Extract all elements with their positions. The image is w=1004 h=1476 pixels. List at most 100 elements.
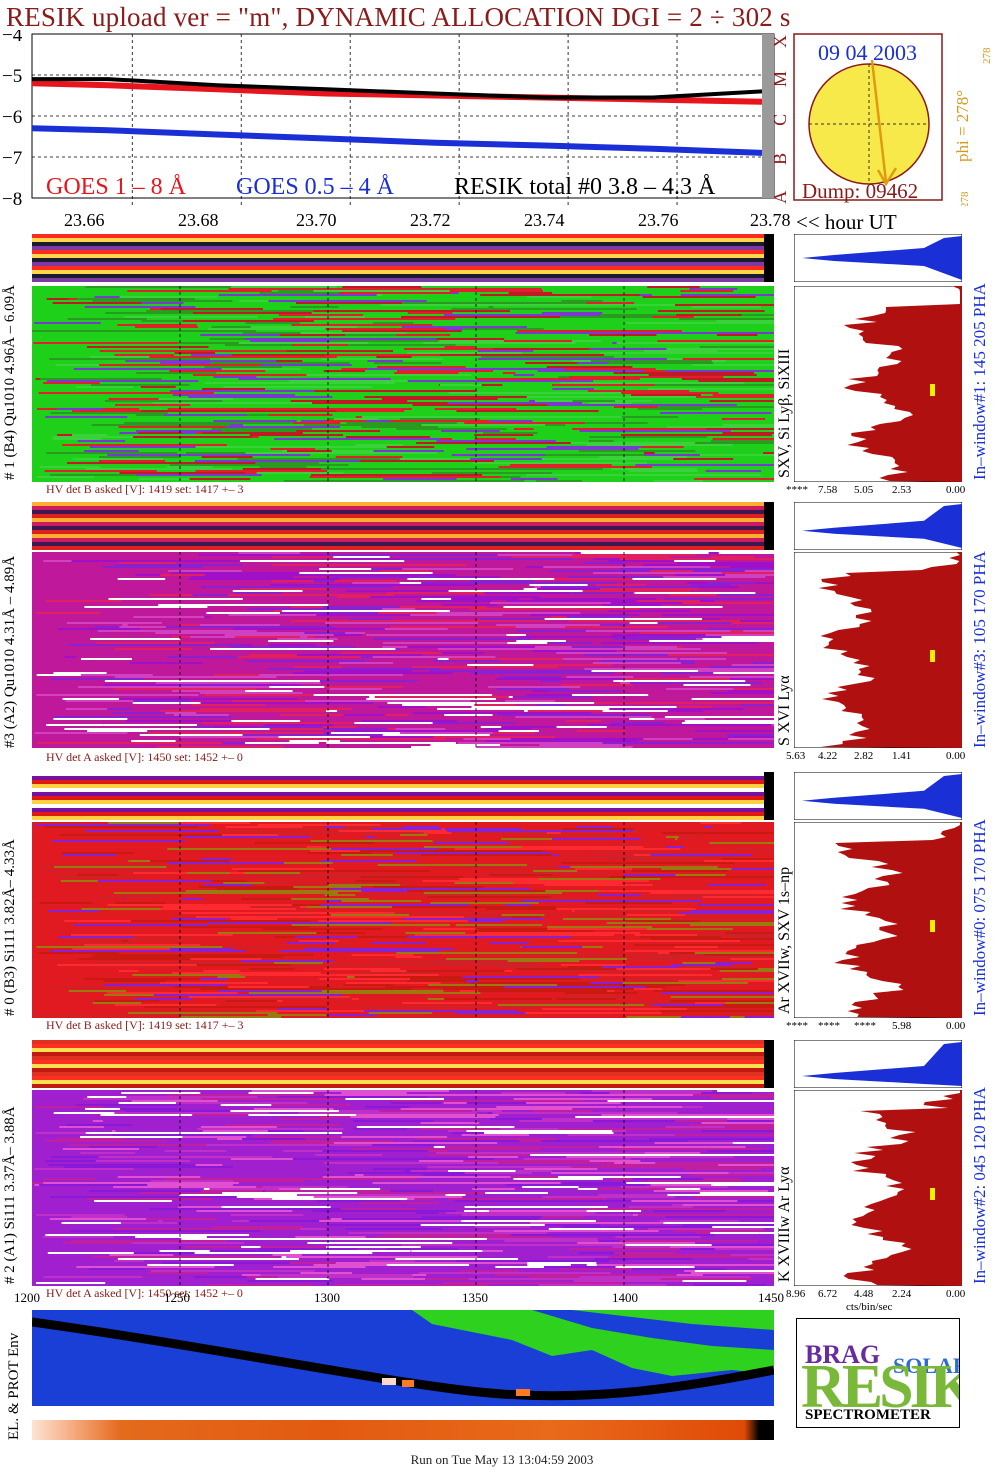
spectrum-tick: 5.63 <box>786 750 806 762</box>
hv-status: HV det A asked [V]: 1450 set: 1452 +– 0 <box>46 750 243 764</box>
sun-position-panel: 09 04 2003 Dump: 09462 phi = 278° 278 27… <box>793 33 993 206</box>
pha-window-label: In–window#3: 105 170 PHA <box>970 551 989 748</box>
logo-word-brag: BRAG <box>805 1340 880 1369</box>
spectrum-profile <box>794 286 962 482</box>
spectrum-profile <box>794 822 962 1018</box>
orbit-tick: 1250 <box>164 1290 190 1305</box>
goes-lightcurve-chart: −4 −5 −6 −7 −8 X M C B A GOES 1 – 8 Å GOES 0.5 –… <box>2 30 790 206</box>
channel-spectrogram-1 <box>32 552 774 748</box>
spectrum-tick: 5.05 <box>854 484 874 496</box>
phi-label: phi = 278° <box>953 90 972 162</box>
orbit-axis: 1200 1250 1300 1350 1400 1450 <box>0 1290 800 1308</box>
goes-series-group <box>31 77 763 156</box>
spectrum-tick: 0.00 <box>946 484 966 496</box>
environment-intensity-bar <box>32 1420 774 1440</box>
orbit-tick: 1450 <box>758 1290 784 1305</box>
channel-label: # 2 (A1) Si111 3.37Å– 3.88Å <box>2 1106 18 1284</box>
time-tick: 23.68 <box>178 210 219 230</box>
spectrum-tick: 7.58 <box>818 484 838 496</box>
time-tick: 23.66 <box>64 210 105 230</box>
spectrum-tick: **** <box>818 1020 840 1032</box>
goes-y-tick: −6 <box>2 107 22 128</box>
spectrum-tick: **** <box>854 1020 876 1032</box>
pha-histogram <box>794 234 962 282</box>
logo-letters: RESIK <box>801 1353 959 1421</box>
channel-strip-2 <box>32 772 774 820</box>
page-title: RESIK upload ver = "m", DYNAMIC ALLOCATI… <box>6 2 791 32</box>
time-tick: 23.70 <box>296 210 337 230</box>
channel-strip-3 <box>32 1040 774 1088</box>
spectrum-tick: 2.82 <box>854 750 874 762</box>
hv-status: HV det A asked [V]: 1450 set: 1452 +– 0 <box>46 1286 243 1300</box>
sun-date: 09 04 2003 <box>818 40 917 65</box>
orbit-tick: 1400 <box>612 1290 638 1305</box>
env-label: EL. & PROT Env <box>6 1332 22 1440</box>
channel-label: # 0 (B3) Si111 3.82Å– 4.33Å <box>2 839 18 1016</box>
line-id-label: SXV, Si Lyβ, SiXIII <box>776 348 793 478</box>
goes-class-letter: A <box>770 191 790 204</box>
line-id-label: S XVI Lyα <box>776 675 793 746</box>
phi-small-top: 278 <box>981 47 993 64</box>
spectrum-profile <box>794 1090 962 1286</box>
line-id-label: Ar XVIIw, SXV 1s–np <box>776 866 793 1014</box>
goes-series-line-1 <box>31 125 763 156</box>
goes-y-tick: −8 <box>2 189 22 206</box>
hv-status: HV det B asked [V]: 1419 set: 1417 +– 3 <box>46 482 244 496</box>
goes-class-letter: C <box>770 114 790 126</box>
time-tick: 23.76 <box>638 210 679 230</box>
spectrum-tick: 8.96 <box>786 1288 806 1300</box>
orbit-tick: 1350 <box>462 1290 488 1305</box>
goes-grid <box>32 34 762 206</box>
pha-histogram <box>794 1040 962 1088</box>
spectrum-tick: **** <box>786 1020 808 1032</box>
goes-y-tick: −4 <box>2 30 23 46</box>
channel-spectrogram-3 <box>32 1090 774 1286</box>
legend-resik-total: RESIK total #0 3.8 – 4.3 Å <box>454 174 716 200</box>
channel-strip-0 <box>32 234 774 282</box>
run-timestamp: Run on Tue May 13 13:04:59 2003 <box>410 1452 594 1467</box>
spectrum-tick: 5.98 <box>892 1020 912 1032</box>
time-tick: 23.72 <box>410 210 451 230</box>
orbit-track <box>32 1317 774 1401</box>
spectrum-tick: 2.24 <box>892 1288 912 1300</box>
channel-strip-1 <box>32 502 774 550</box>
pha-histogram <box>794 772 962 820</box>
goes-y-tick: −7 <box>2 148 22 169</box>
pha-window-label: In–window#0: 075 170 PHA <box>970 819 989 1016</box>
spectrum-tick: 0.00 <box>946 750 966 762</box>
spectrum-tick: 1.41 <box>892 750 912 762</box>
line-id-label: K XVIIIw Ar Lyα <box>776 1166 793 1282</box>
pha-histogram <box>794 502 962 550</box>
spectrum-tick: 4.22 <box>818 750 838 762</box>
time-tick: 23.78 <box>750 210 791 230</box>
pha-window-label: In–window#1: 145 205 PHA <box>970 283 989 480</box>
channel-label: #3 (A2) Qu1010 4.31Å – 4.89Å <box>2 555 18 748</box>
legend-goes-long: GOES 1 – 8 Å <box>46 174 187 200</box>
orbit-tick: 1300 <box>314 1290 340 1305</box>
spectrum-tick: 6.72 <box>818 1288 838 1300</box>
goes-class-letter: X <box>770 35 790 48</box>
time-unit-label: << hour UT <box>796 210 897 234</box>
goes-class-letter: M <box>770 71 790 87</box>
spectrum-tick: 2.53 <box>892 484 912 496</box>
spectrum-tick: 0.00 <box>946 1288 966 1300</box>
spectrum-profile <box>794 552 962 748</box>
logo-caption: SPECTROMETER <box>805 1407 931 1423</box>
goes-right-bar <box>762 34 774 198</box>
channel-label: # 1 (B4) Qu1010 4.96Å – 6.09Å <box>2 285 18 480</box>
channel-spectrogram-0 <box>32 286 774 482</box>
orbit-tick: 1200 <box>14 1290 40 1305</box>
radiation-environment-map <box>32 1310 774 1406</box>
dump-number: Dump: 09462 <box>802 179 918 203</box>
hv-status: HV det B asked [V]: 1419 set: 1417 +– 3 <box>46 1018 244 1032</box>
spectrum-unit: cts/bin/sec <box>846 1301 893 1313</box>
spectrum-tick: **** <box>786 484 808 496</box>
goes-y-tick: −5 <box>2 66 22 87</box>
goes-class-letters: X M C B A <box>770 35 790 204</box>
goes-series-line-2 <box>32 77 763 100</box>
time-tick: 23.74 <box>524 210 565 230</box>
